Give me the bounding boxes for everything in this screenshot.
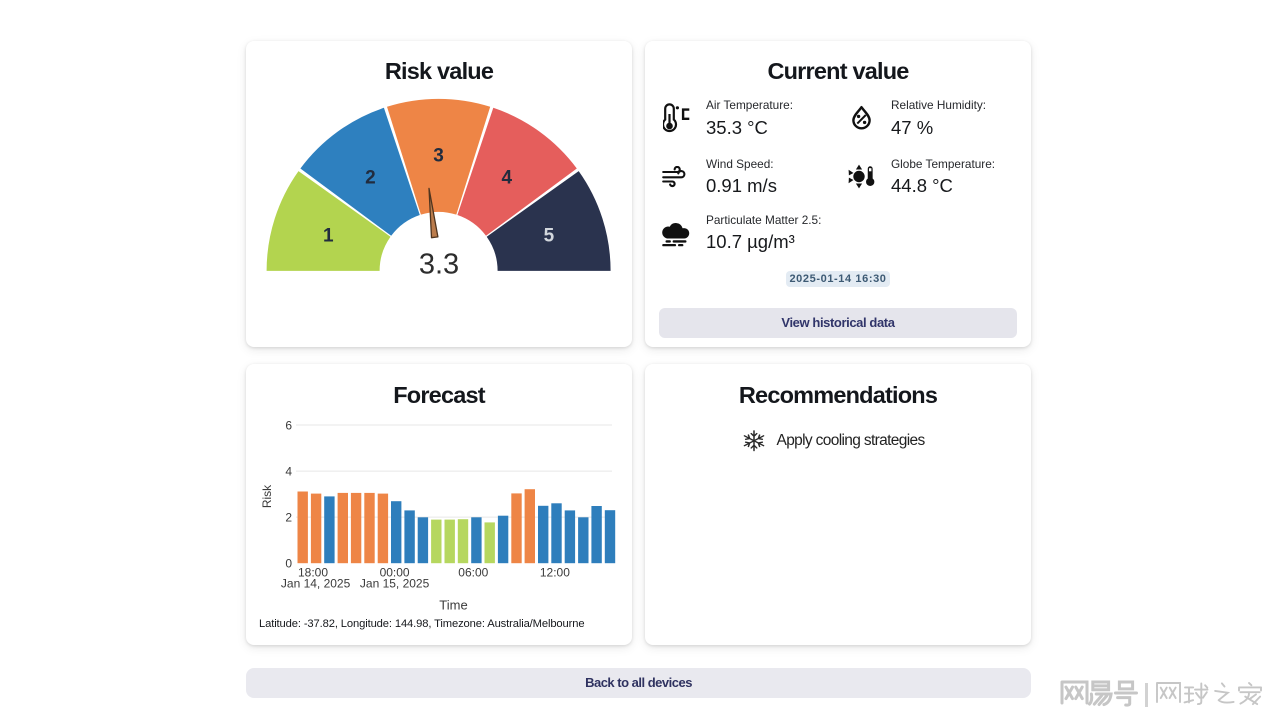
svg-text:1: 1 — [323, 226, 334, 247]
svg-text:2: 2 — [365, 168, 376, 189]
svg-text:4: 4 — [502, 168, 513, 189]
svg-text:18:00: 18:00 — [298, 566, 328, 580]
svg-text:Risk: Risk — [260, 484, 274, 508]
svg-text:Jan 15, 2025: Jan 15, 2025 — [360, 577, 430, 591]
svg-text:4: 4 — [285, 464, 292, 478]
svg-text:Time: Time — [439, 598, 467, 613]
svg-text:6: 6 — [285, 418, 292, 432]
svg-text:2: 2 — [285, 510, 292, 524]
svg-text:3: 3 — [433, 145, 444, 166]
svg-text:06:00: 06:00 — [458, 566, 488, 580]
svg-text:5: 5 — [544, 226, 555, 247]
svg-text:Jan 14, 2025: Jan 14, 2025 — [281, 577, 351, 591]
svg-text:0: 0 — [285, 557, 292, 571]
svg-text:12:00: 12:00 — [540, 566, 570, 580]
svg-text:3.3: 3.3 — [419, 249, 459, 281]
svg-text:00:00: 00:00 — [380, 566, 410, 580]
